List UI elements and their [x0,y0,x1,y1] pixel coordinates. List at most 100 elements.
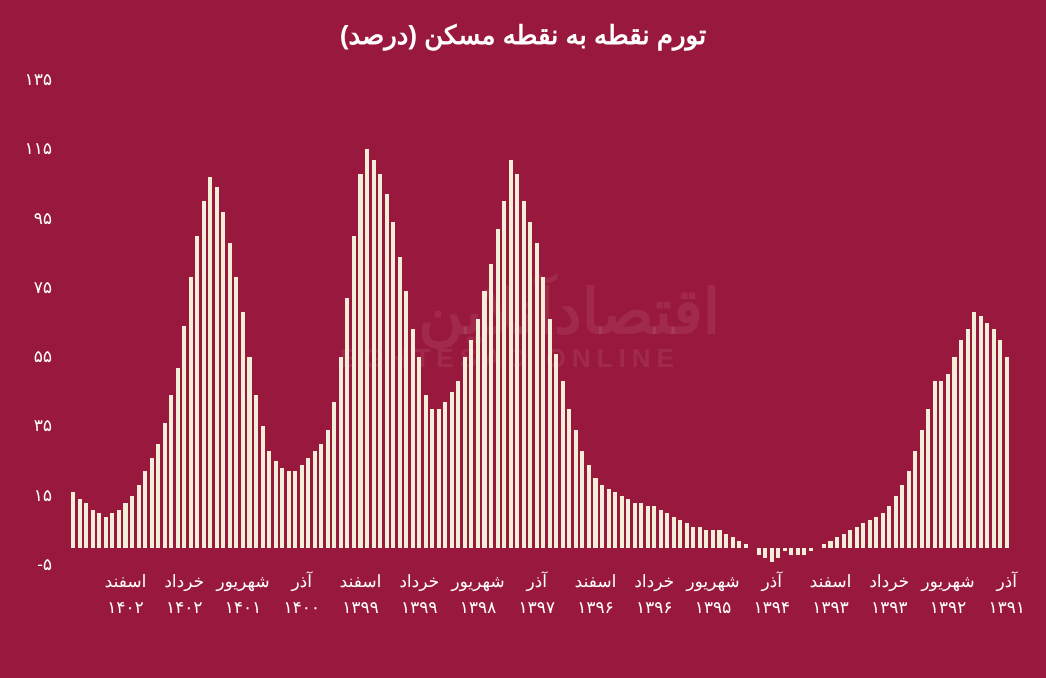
bar [907,471,911,547]
bar [783,548,787,551]
bar [959,340,963,548]
bar [939,381,943,547]
bar [352,236,356,548]
bar [234,277,238,547]
y-tick-label: ۱۳۵ [25,70,52,90]
x-tick-label: آذر۱۳۹۴ [742,569,801,620]
bar [1005,357,1009,548]
x-axis: آذر۱۳۹۱شهریور۱۳۹۲خرداد۱۳۹۳اسفند۱۳۹۳آذر۱۳… [70,569,1010,649]
x-tick-label: شهریور۱۳۹۵ [684,569,743,620]
bar [332,402,336,548]
x-tick-label: آذر۱۳۹۱ [977,569,1036,620]
bar [345,298,349,547]
x-tick-label: خرداد۱۳۹۶ [625,569,684,620]
bar [391,222,395,548]
bar [613,492,617,547]
bar [998,340,1002,548]
bar [450,392,454,548]
x-tick-label: خرداد۱۳۹۹ [390,569,449,620]
bar [443,402,447,548]
bar [672,517,676,548]
bar [992,329,996,547]
y-axis: -۵۱۵۳۵۵۵۷۵۹۵۱۱۵۱۳۵ [0,80,62,565]
x-tick-label: شهریور۱۳۹۸ [449,569,508,620]
bar [554,354,558,548]
bar [176,368,180,548]
bar [241,312,245,548]
bar [228,243,232,548]
y-tick-label: ۱۵ [34,486,52,506]
bar [580,451,584,548]
bar [887,506,891,548]
bar [744,544,748,547]
bar [920,430,924,548]
bar [398,257,402,548]
bar [522,201,526,547]
bar [894,496,898,548]
bar [169,395,173,547]
bar [776,548,780,558]
bar [469,340,473,548]
bar [548,319,552,548]
bar [966,329,970,547]
chart-title: تورم نقطه به نقطه مسکن (درصد) [0,20,1046,51]
bar [339,357,343,548]
bar [528,222,532,548]
bar [626,499,630,548]
bar [731,537,735,547]
bar [110,513,114,548]
bar [881,513,885,548]
bar [463,357,467,548]
bar [541,277,545,547]
bar [952,357,956,548]
bar [789,548,793,555]
bar [972,312,976,548]
x-tick-label: اسفند۱۳۹۳ [801,569,860,620]
x-tick-label: خرداد۱۴۰۲ [155,569,214,620]
bar [215,187,219,547]
x-tick-label: آذر۱۴۰۰ [272,569,331,620]
bar [430,409,434,548]
bar [326,430,330,548]
bar [202,201,206,547]
bar [933,381,937,547]
x-tick-label: اسفند۱۳۹۹ [331,569,390,620]
bar [685,523,689,547]
bar [691,527,695,548]
y-tick-label: ۵۵ [34,347,52,367]
bar [678,520,682,548]
bar [404,291,408,547]
bar [646,506,650,548]
bar [770,548,774,562]
bar [587,465,591,548]
bar [254,395,258,547]
bar [561,381,565,547]
bar [130,496,134,548]
bar [698,527,702,548]
bar [489,264,493,548]
bar [417,357,421,548]
x-tick-label: اسفند۱۳۹۶ [566,569,625,620]
bar [280,468,284,548]
bar [293,471,297,547]
x-tick-label: اسفند۱۴۰۲ [96,569,155,620]
bar [372,160,376,548]
bar [855,527,859,548]
plot-area [70,80,1010,565]
bar [665,513,669,548]
bar [97,513,101,548]
bar [195,236,199,548]
bar [150,458,154,548]
bar [156,444,160,548]
bar [91,510,95,548]
bar [704,530,708,547]
bar [809,548,813,551]
bar [763,548,767,558]
bar [502,201,506,547]
bar [600,485,604,547]
bar [926,409,930,548]
bar [208,177,212,548]
bar [985,323,989,548]
bar [717,530,721,547]
bar [123,503,127,548]
